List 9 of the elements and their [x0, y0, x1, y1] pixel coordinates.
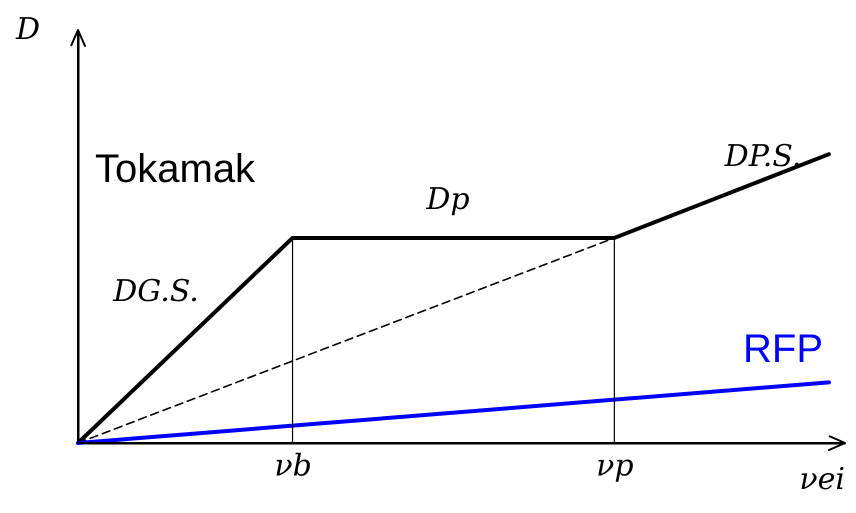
y-axis-title: D: [15, 12, 40, 47]
series-label: RFP: [743, 327, 823, 371]
x-tick-label: νb: [274, 448, 312, 484]
series-label: Tokamak: [95, 147, 256, 191]
annotation: Dp: [425, 182, 470, 217]
annotation: DG.S.: [112, 274, 199, 309]
x-axis-title: νei: [799, 462, 845, 497]
annotation: DP.S.: [724, 139, 802, 174]
x-tick-label: νp: [596, 448, 634, 484]
